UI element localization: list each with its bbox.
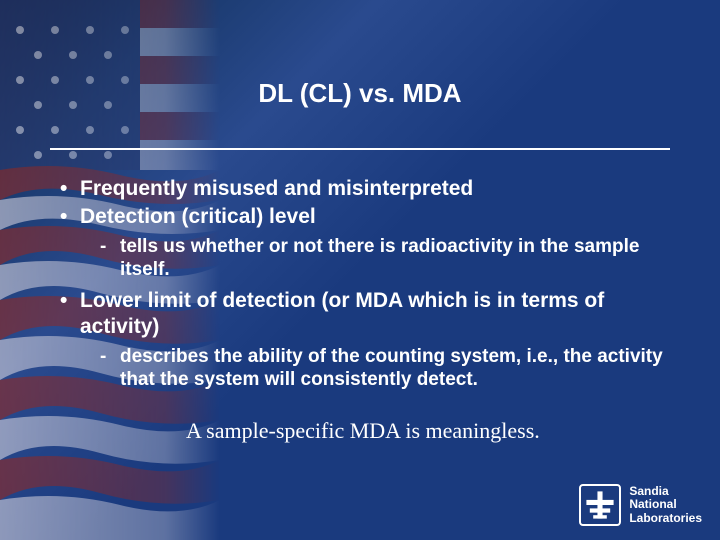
bullet-item: Frequently misused and misinterpreted <box>56 176 680 202</box>
slide-title: DL (CL) vs. MDA <box>0 78 720 109</box>
slide-content: Frequently misused and misinterpreted De… <box>56 176 680 444</box>
slide-container: DL (CL) vs. MDA Frequently misused and m… <box>0 0 720 540</box>
sandia-logo: Sandia National Laboratories <box>579 484 702 526</box>
bullet-item: Lower limit of detection (or MDA which i… <box>56 288 680 341</box>
bullet-sub-item: tells us whether or not there is radioac… <box>56 235 680 283</box>
logo-line: Laboratories <box>629 512 702 525</box>
slide-note: A sample-specific MDA is meaningless. <box>186 418 546 444</box>
logo-line: National <box>629 498 702 511</box>
bullet-sub-item: describes the ability of the counting sy… <box>56 345 680 393</box>
title-divider <box>50 148 670 150</box>
thunderbird-icon <box>579 484 621 526</box>
bullet-item: Detection (critical) level <box>56 204 680 230</box>
logo-text: Sandia National Laboratories <box>629 485 702 525</box>
